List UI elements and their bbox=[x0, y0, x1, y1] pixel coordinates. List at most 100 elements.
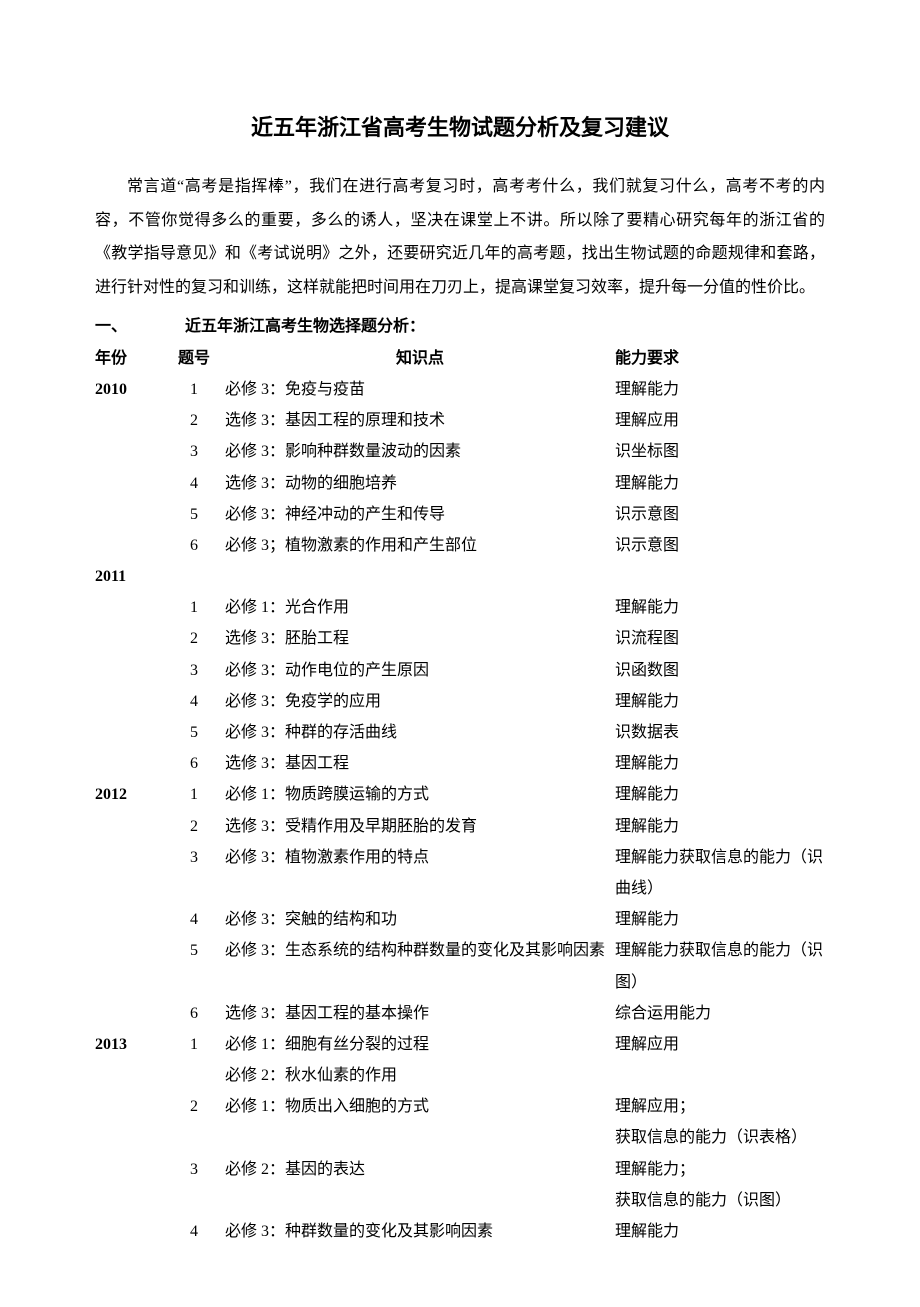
cell-year bbox=[95, 904, 163, 935]
cell-topic bbox=[225, 561, 615, 592]
cell-topic: 必修 3；植物激素的作用和产生部位 bbox=[225, 530, 615, 561]
table-row: 4必修 3：免疫学的应用理解能力 bbox=[95, 686, 825, 717]
cell-num: 4 bbox=[163, 1216, 225, 1247]
intro-paragraph: 常言道“高考是指挥棒”，我们在进行高考复习时，高考考什么，我们就复习什么，高考不… bbox=[95, 170, 825, 304]
page: 近五年浙江省高考生物试题分析及复习建议 常言道“高考是指挥棒”，我们在进行高考复… bbox=[0, 0, 920, 1307]
cell-year bbox=[95, 530, 163, 561]
table-row: 6选修 3：基因工程的基本操作综合运用能力 bbox=[95, 998, 825, 1029]
cell-skill: 综合运用能力 bbox=[615, 998, 825, 1029]
cell-num: 2 bbox=[163, 1091, 225, 1153]
cell-topic: 选修 3：动物的细胞培养 bbox=[225, 468, 615, 499]
cell-year: 2012 bbox=[95, 779, 163, 810]
cell-skill bbox=[615, 561, 825, 592]
cell-topic: 选修 3：基因工程的原理和技术 bbox=[225, 405, 615, 436]
cell-topic: 必修 3：种群数量的变化及其影响因素 bbox=[225, 1216, 615, 1247]
cell-year bbox=[95, 748, 163, 779]
cell-year bbox=[95, 1154, 163, 1216]
table-row: 6选修 3：基因工程理解能力 bbox=[95, 748, 825, 779]
cell-skill: 识示意图 bbox=[615, 499, 825, 530]
cell-skill: 识坐标图 bbox=[615, 436, 825, 467]
cell-skill: 识示意图 bbox=[615, 530, 825, 561]
cell-num: 3 bbox=[163, 655, 225, 686]
cell-skill: 理解能力；获取信息的能力（识图） bbox=[615, 1154, 825, 1216]
table-row: 3必修 2：基因的表达理解能力；获取信息的能力（识图） bbox=[95, 1154, 825, 1216]
table-row: 2必修 1：物质出入细胞的方式理解应用；获取信息的能力（识表格） bbox=[95, 1091, 825, 1153]
cell-year: 2013 bbox=[95, 1029, 163, 1091]
table-row: 5必修 3：神经冲动的产生和传导识示意图 bbox=[95, 499, 825, 530]
cell-num: 4 bbox=[163, 686, 225, 717]
table-row: 20101必修 3：免疫与疫苗理解能力 bbox=[95, 374, 825, 405]
table-row: 5必修 3：生态系统的结构种群数量的变化及其影响因素理解能力获取信息的能力（识图… bbox=[95, 935, 825, 997]
header-topic: 知识点 bbox=[225, 343, 615, 374]
cell-skill: 理解能力 bbox=[615, 811, 825, 842]
section-1-number: 一、 bbox=[95, 312, 185, 342]
cell-skill: 理解应用 bbox=[615, 405, 825, 436]
document-title: 近五年浙江省高考生物试题分析及复习建议 bbox=[95, 110, 825, 142]
cell-num: 6 bbox=[163, 998, 225, 1029]
cell-year bbox=[95, 686, 163, 717]
cell-year bbox=[95, 436, 163, 467]
cell-num: 6 bbox=[163, 748, 225, 779]
table-row: 4必修 3：种群数量的变化及其影响因素理解能力 bbox=[95, 1216, 825, 1247]
cell-topic: 必修 1：物质出入细胞的方式 bbox=[225, 1091, 615, 1153]
cell-year: 2011 bbox=[95, 561, 163, 592]
cell-topic: 选修 3：基因工程的基本操作 bbox=[225, 998, 615, 1029]
cell-num: 2 bbox=[163, 623, 225, 654]
cell-topic: 必修 3：突触的结构和功 bbox=[225, 904, 615, 935]
cell-year bbox=[95, 998, 163, 1029]
cell-topic: 选修 3：受精作用及早期胚胎的发育 bbox=[225, 811, 615, 842]
cell-topic: 必修 3：生态系统的结构种群数量的变化及其影响因素 bbox=[225, 935, 615, 997]
section-1-title: 近五年浙江高考生物选择题分析： bbox=[185, 318, 425, 335]
cell-year bbox=[95, 842, 163, 904]
table-row: 4必修 3：突触的结构和功理解能力 bbox=[95, 904, 825, 935]
cell-topic: 必修 1：物质跨膜运输的方式 bbox=[225, 779, 615, 810]
table-row: 4选修 3：动物的细胞培养理解能力 bbox=[95, 468, 825, 499]
cell-year bbox=[95, 1091, 163, 1153]
cell-year bbox=[95, 623, 163, 654]
table-row: 5必修 3：种群的存活曲线识数据表 bbox=[95, 717, 825, 748]
cell-topic: 必修 1：光合作用 bbox=[225, 592, 615, 623]
table-row: 2011 bbox=[95, 561, 825, 592]
header-year: 年份 bbox=[95, 343, 163, 374]
cell-year bbox=[95, 1216, 163, 1247]
cell-num: 1 bbox=[163, 592, 225, 623]
cell-num: 1 bbox=[163, 374, 225, 405]
table-row: 1必修 1：光合作用理解能力 bbox=[95, 592, 825, 623]
cell-year bbox=[95, 499, 163, 530]
header-skill: 能力要求 bbox=[615, 343, 825, 374]
cell-num: 5 bbox=[163, 935, 225, 997]
cell-skill: 理解能力 bbox=[615, 592, 825, 623]
cell-topic: 必修 3：影响种群数量波动的因素 bbox=[225, 436, 615, 467]
table-row: 3必修 3：植物激素作用的特点理解能力获取信息的能力（识曲线） bbox=[95, 842, 825, 904]
cell-num: 4 bbox=[163, 468, 225, 499]
cell-year: 2010 bbox=[95, 374, 163, 405]
cell-num: 3 bbox=[163, 436, 225, 467]
header-num: 题号 bbox=[163, 343, 225, 374]
analysis-table: 年份 题号 知识点 能力要求 20101必修 3：免疫与疫苗理解能力2选修 3：… bbox=[95, 343, 825, 1247]
cell-skill: 理解能力 bbox=[615, 686, 825, 717]
cell-num bbox=[163, 561, 225, 592]
cell-year bbox=[95, 468, 163, 499]
table-row: 2选修 3：基因工程的原理和技术理解应用 bbox=[95, 405, 825, 436]
cell-topic: 必修 3：植物激素作用的特点 bbox=[225, 842, 615, 904]
cell-skill: 理解应用 bbox=[615, 1029, 825, 1091]
cell-skill: 理解能力 bbox=[615, 374, 825, 405]
cell-year bbox=[95, 592, 163, 623]
cell-skill: 理解能力 bbox=[615, 779, 825, 810]
cell-skill: 理解能力 bbox=[615, 468, 825, 499]
table-row: 20121必修 1：物质跨膜运输的方式理解能力 bbox=[95, 779, 825, 810]
cell-num: 5 bbox=[163, 499, 225, 530]
cell-skill: 理解能力获取信息的能力（识图） bbox=[615, 935, 825, 997]
section-1-header: 一、近五年浙江高考生物选择题分析： bbox=[95, 312, 825, 342]
table-row: 2选修 3：胚胎工程识流程图 bbox=[95, 623, 825, 654]
cell-num: 2 bbox=[163, 405, 225, 436]
cell-num: 3 bbox=[163, 842, 225, 904]
cell-num: 4 bbox=[163, 904, 225, 935]
cell-num: 2 bbox=[163, 811, 225, 842]
table-header-row: 年份 题号 知识点 能力要求 bbox=[95, 343, 825, 374]
cell-topic: 必修 1：细胞有丝分裂的过程必修 2：秋水仙素的作用 bbox=[225, 1029, 615, 1091]
cell-year bbox=[95, 935, 163, 997]
cell-skill: 识函数图 bbox=[615, 655, 825, 686]
table-row: 2选修 3：受精作用及早期胚胎的发育理解能力 bbox=[95, 811, 825, 842]
cell-skill: 理解应用；获取信息的能力（识表格） bbox=[615, 1091, 825, 1153]
